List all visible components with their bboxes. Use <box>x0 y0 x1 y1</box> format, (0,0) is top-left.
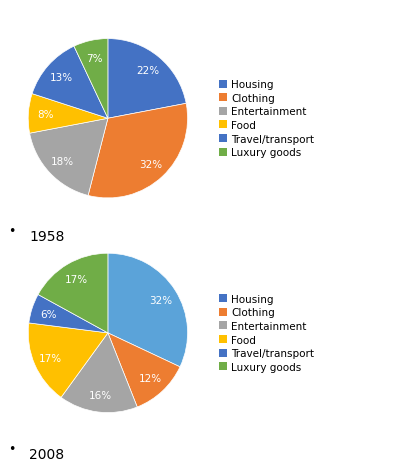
Wedge shape <box>29 295 108 333</box>
Text: 17%: 17% <box>39 353 62 363</box>
Text: 18%: 18% <box>51 157 74 167</box>
Text: •: • <box>8 224 16 238</box>
Text: 16%: 16% <box>88 390 112 400</box>
Text: 8%: 8% <box>38 110 54 120</box>
Wedge shape <box>61 333 137 413</box>
Text: 1958: 1958 <box>29 229 64 244</box>
Text: 17%: 17% <box>65 275 88 285</box>
Text: 12%: 12% <box>139 373 162 383</box>
Text: 13%: 13% <box>50 73 73 83</box>
Wedge shape <box>108 40 186 119</box>
Wedge shape <box>32 47 108 119</box>
Text: 32%: 32% <box>149 295 172 305</box>
Wedge shape <box>28 94 108 134</box>
Legend: Housing, Clothing, Entertainment, Food, Travel/transport, Luxury goods: Housing, Clothing, Entertainment, Food, … <box>217 78 316 160</box>
Text: 22%: 22% <box>136 66 159 76</box>
Text: 2008: 2008 <box>29 447 64 461</box>
Wedge shape <box>108 333 180 407</box>
Text: 32%: 32% <box>139 159 162 169</box>
Wedge shape <box>29 119 108 196</box>
Wedge shape <box>88 104 188 198</box>
Wedge shape <box>108 254 188 367</box>
Wedge shape <box>74 40 108 119</box>
Text: •: • <box>8 442 16 455</box>
Legend: Housing, Clothing, Entertainment, Food, Travel/transport, Luxury goods: Housing, Clothing, Entertainment, Food, … <box>217 292 316 374</box>
Wedge shape <box>38 254 108 333</box>
Text: 7%: 7% <box>86 53 103 63</box>
Wedge shape <box>28 323 108 397</box>
Text: 6%: 6% <box>41 309 57 319</box>
